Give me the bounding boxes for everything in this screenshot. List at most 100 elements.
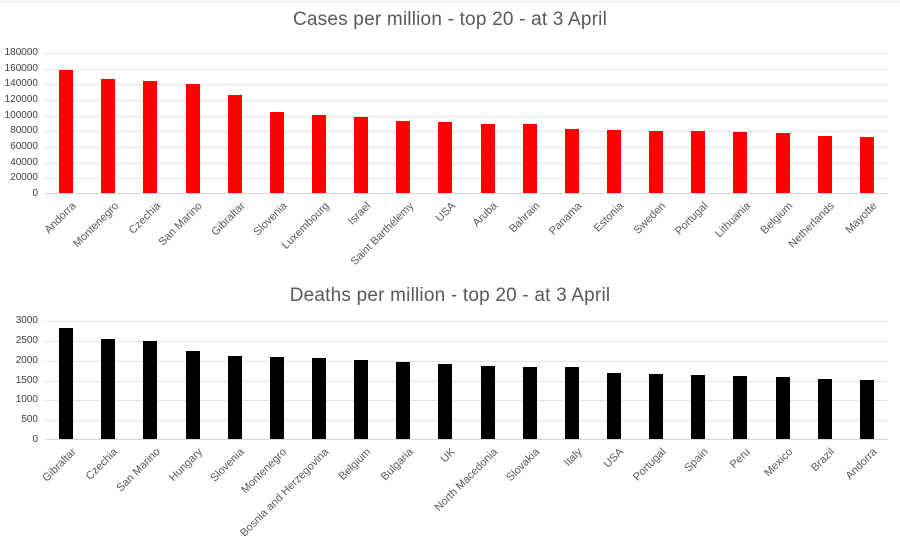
y-tick-label: 80000 [10, 125, 38, 137]
y-tick-label: 20000 [10, 172, 38, 184]
x-tick-label: UK [438, 446, 458, 466]
y-tick-label: 160000 [4, 62, 38, 74]
x-tick-label: Hungary [167, 446, 206, 484]
bar-netherlands [817, 135, 832, 193]
bar-saint-barth-lemy [396, 121, 411, 193]
gridline [45, 147, 888, 148]
bar-israel [354, 116, 369, 193]
cases-y-axis-labels: 0 20000 40000 60000 80000 100000 120000 140000 1… [0, 47, 38, 199]
y-tick-label: 1500 [15, 374, 38, 386]
bar-andorra [859, 380, 874, 439]
x-tick-label: Bahrain [506, 200, 543, 236]
x-tick-label: Portugal [673, 200, 711, 238]
bar-czechia [143, 80, 158, 193]
bar-mexico [775, 376, 790, 439]
bar-andorra [59, 70, 74, 193]
cases-plot-area [45, 53, 888, 194]
y-tick-label: 140000 [4, 78, 38, 90]
x-tick-label: Panama [546, 200, 585, 238]
x-tick-label: Slovenia [208, 446, 248, 485]
bar-italy [564, 366, 579, 439]
deaths-per-million-chart: Deaths per million - top 20 - at 3 April… [0, 273, 900, 546]
bar-luxembourg [311, 115, 326, 193]
x-tick-label: Belgium [758, 200, 796, 237]
gridline [45, 162, 888, 164]
x-tick-label: Bosnia and Herzegovina [238, 446, 332, 540]
bar-portugal [649, 373, 664, 439]
bar-montenegro [269, 356, 284, 439]
gridline [45, 420, 888, 422]
x-tick-label: Slovakia [504, 446, 543, 484]
x-tick-label: Gibraltar [40, 446, 79, 485]
bar-slovenia [227, 356, 242, 439]
y-tick-label: 60000 [10, 141, 38, 152]
cases-chart-title: Cases per million - top 20 - at 3 April [292, 9, 608, 30]
x-tick-label: Portugal [631, 446, 669, 484]
x-tick-label: Andorra [42, 200, 79, 237]
x-tick-label: Gibraltar [208, 200, 248, 239]
y-tick-label: 180000 [4, 47, 38, 58]
gridline [45, 321, 888, 322]
bar-spain [691, 375, 706, 439]
bar-brazil [817, 379, 832, 439]
x-tick-label: Czechia [84, 446, 121, 483]
y-tick-label: 3000 [15, 315, 38, 326]
bar-peru [733, 375, 748, 439]
bar-bulgaria [396, 362, 411, 439]
gridline [45, 131, 888, 133]
x-tick-label: Belgium [337, 446, 374, 483]
y-tick-label: 0 [32, 188, 38, 199]
x-tick-label: Lithuania [712, 200, 753, 241]
y-tick-label: 100000 [4, 109, 38, 121]
bar-north-macedonia [480, 366, 495, 439]
bar-aruba [480, 123, 495, 193]
x-tick-label: San Marino [156, 200, 206, 249]
bar-slovakia [522, 366, 537, 439]
page-top-border [0, 1, 900, 2]
gridline [45, 84, 888, 86]
bar-san-marino [185, 84, 200, 193]
bar-sweden [649, 131, 664, 193]
deaths-plot-area [45, 321, 888, 440]
x-tick-label: Peru [728, 446, 753, 471]
x-tick-label: Czechia [126, 200, 163, 237]
bar-gibraltar [227, 94, 242, 193]
y-tick-label: 120000 [4, 94, 38, 105]
x-tick-label: Spain [682, 446, 711, 475]
bar-lithuania [733, 131, 748, 193]
bar-estonia [607, 129, 622, 193]
gridline [45, 100, 888, 101]
bar-belgium [354, 360, 369, 439]
gridline [45, 400, 888, 402]
x-tick-label: Estonia [592, 200, 627, 235]
deaths-x-axis-labels: Gibraltar Czechia San Marino Hungary Sloveni… [40, 439, 888, 544]
bar-montenegro [101, 79, 116, 193]
gridline [45, 68, 888, 70]
y-tick-label: 500 [21, 414, 38, 426]
bar-bahrain [522, 123, 537, 193]
bar-usa [607, 373, 622, 439]
x-tick-label: Israel [346, 200, 374, 228]
cases-per-million-chart: Cases per million - top 20 - at 3 April … [0, 9, 888, 268]
y-tick-label: 2500 [15, 334, 38, 346]
x-tick-label: USA [602, 446, 627, 471]
x-tick-label: Slovenia [250, 200, 290, 239]
x-tick-label: Italy [561, 446, 585, 469]
x-tick-label: Andorra [843, 446, 880, 483]
y-tick-label: 2000 [15, 354, 38, 366]
gridline [45, 380, 888, 382]
gridline [45, 360, 888, 362]
y-tick-label: 0 [32, 434, 38, 445]
x-tick-label: Aruba [470, 200, 501, 230]
bar-slovenia [269, 111, 284, 193]
gridline [45, 53, 888, 54]
x-tick-label: Bulgaria [378, 446, 416, 484]
bar-panama [564, 128, 579, 193]
x-tick-label: Mayotte [843, 200, 880, 237]
gridline [45, 115, 888, 117]
bar-portugal [691, 131, 706, 193]
bar-czechia [101, 339, 116, 439]
x-tick-label: USA [433, 200, 458, 225]
bar-mayotte [859, 136, 874, 193]
